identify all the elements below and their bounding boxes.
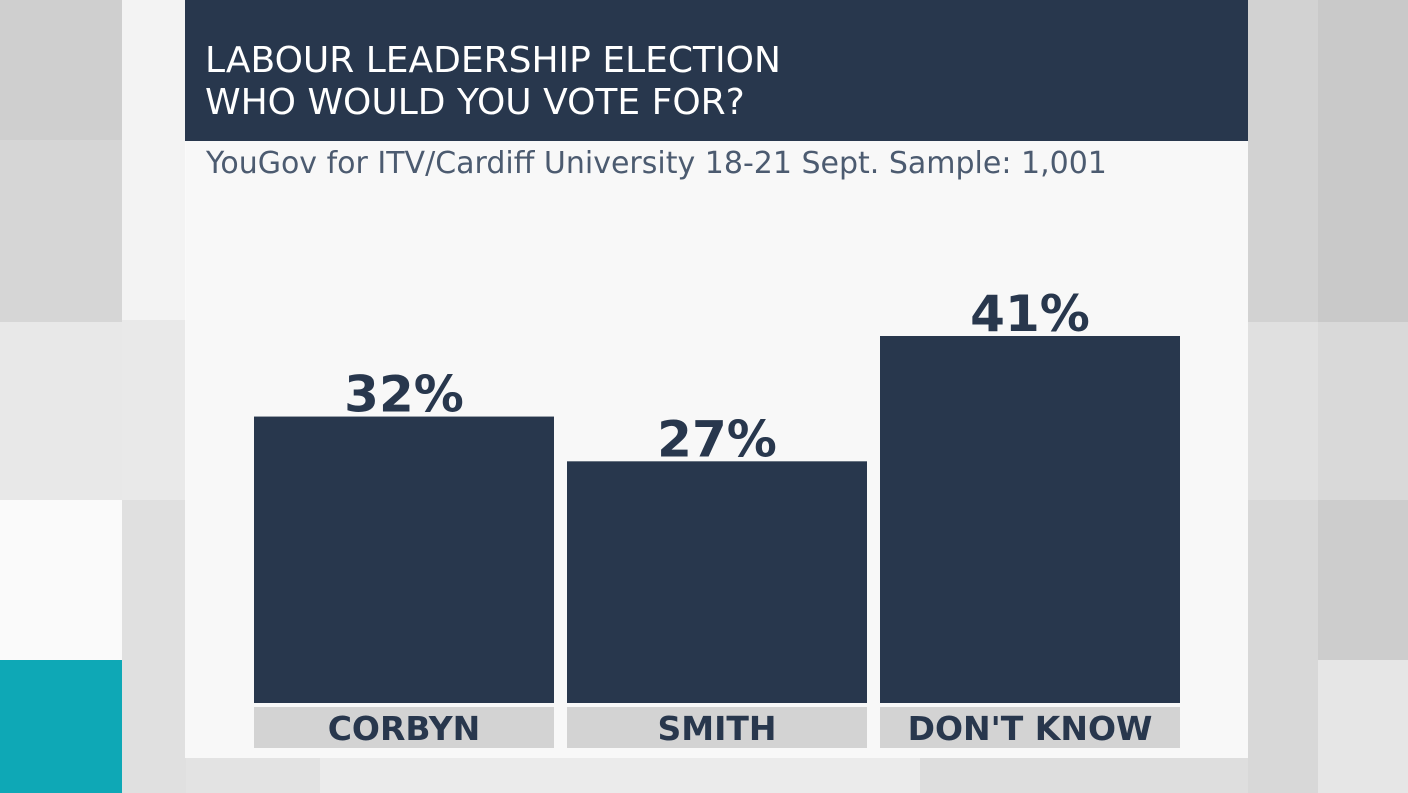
category-box-1 xyxy=(567,707,867,748)
category-label-2: DON'T KNOW xyxy=(908,709,1153,748)
background-tile xyxy=(0,500,122,660)
background-tile xyxy=(0,0,122,140)
background-tile xyxy=(920,758,1248,793)
background-tile xyxy=(122,320,186,500)
category-box-2 xyxy=(880,707,1180,748)
chart-title-line-1: LABOUR LEADERSHIP ELECTION xyxy=(205,40,781,81)
background-tile xyxy=(0,140,122,322)
background-tile xyxy=(122,0,186,320)
value-label-1: 27% xyxy=(657,410,777,468)
background-tile xyxy=(1318,322,1408,500)
background-tile xyxy=(1318,0,1408,322)
bar-2 xyxy=(880,336,1180,703)
background-tile xyxy=(0,322,122,500)
title-bar xyxy=(185,0,1248,141)
category-label-1: SMITH xyxy=(657,709,776,748)
bar-0 xyxy=(254,416,554,703)
value-label-2: 41% xyxy=(970,285,1090,343)
background-tile xyxy=(1318,500,1408,660)
background-tile xyxy=(1248,500,1318,793)
background-tile xyxy=(1248,322,1318,500)
teal-accent-block xyxy=(0,660,122,793)
chart-title-line-2: WHO WOULD YOU VOTE FOR? xyxy=(205,82,745,123)
background-tile xyxy=(122,500,186,793)
background-tile xyxy=(1318,660,1408,793)
value-label-0: 32% xyxy=(344,366,464,424)
background-tile xyxy=(1248,0,1318,322)
category-label-0: CORBYN xyxy=(328,709,481,748)
bar-1 xyxy=(567,461,867,703)
category-box-0 xyxy=(254,707,554,748)
background-tile xyxy=(186,758,320,793)
background-tile xyxy=(320,758,920,793)
chart-subtitle: YouGov for ITV/Cardiff University 18-21 … xyxy=(206,146,1107,181)
